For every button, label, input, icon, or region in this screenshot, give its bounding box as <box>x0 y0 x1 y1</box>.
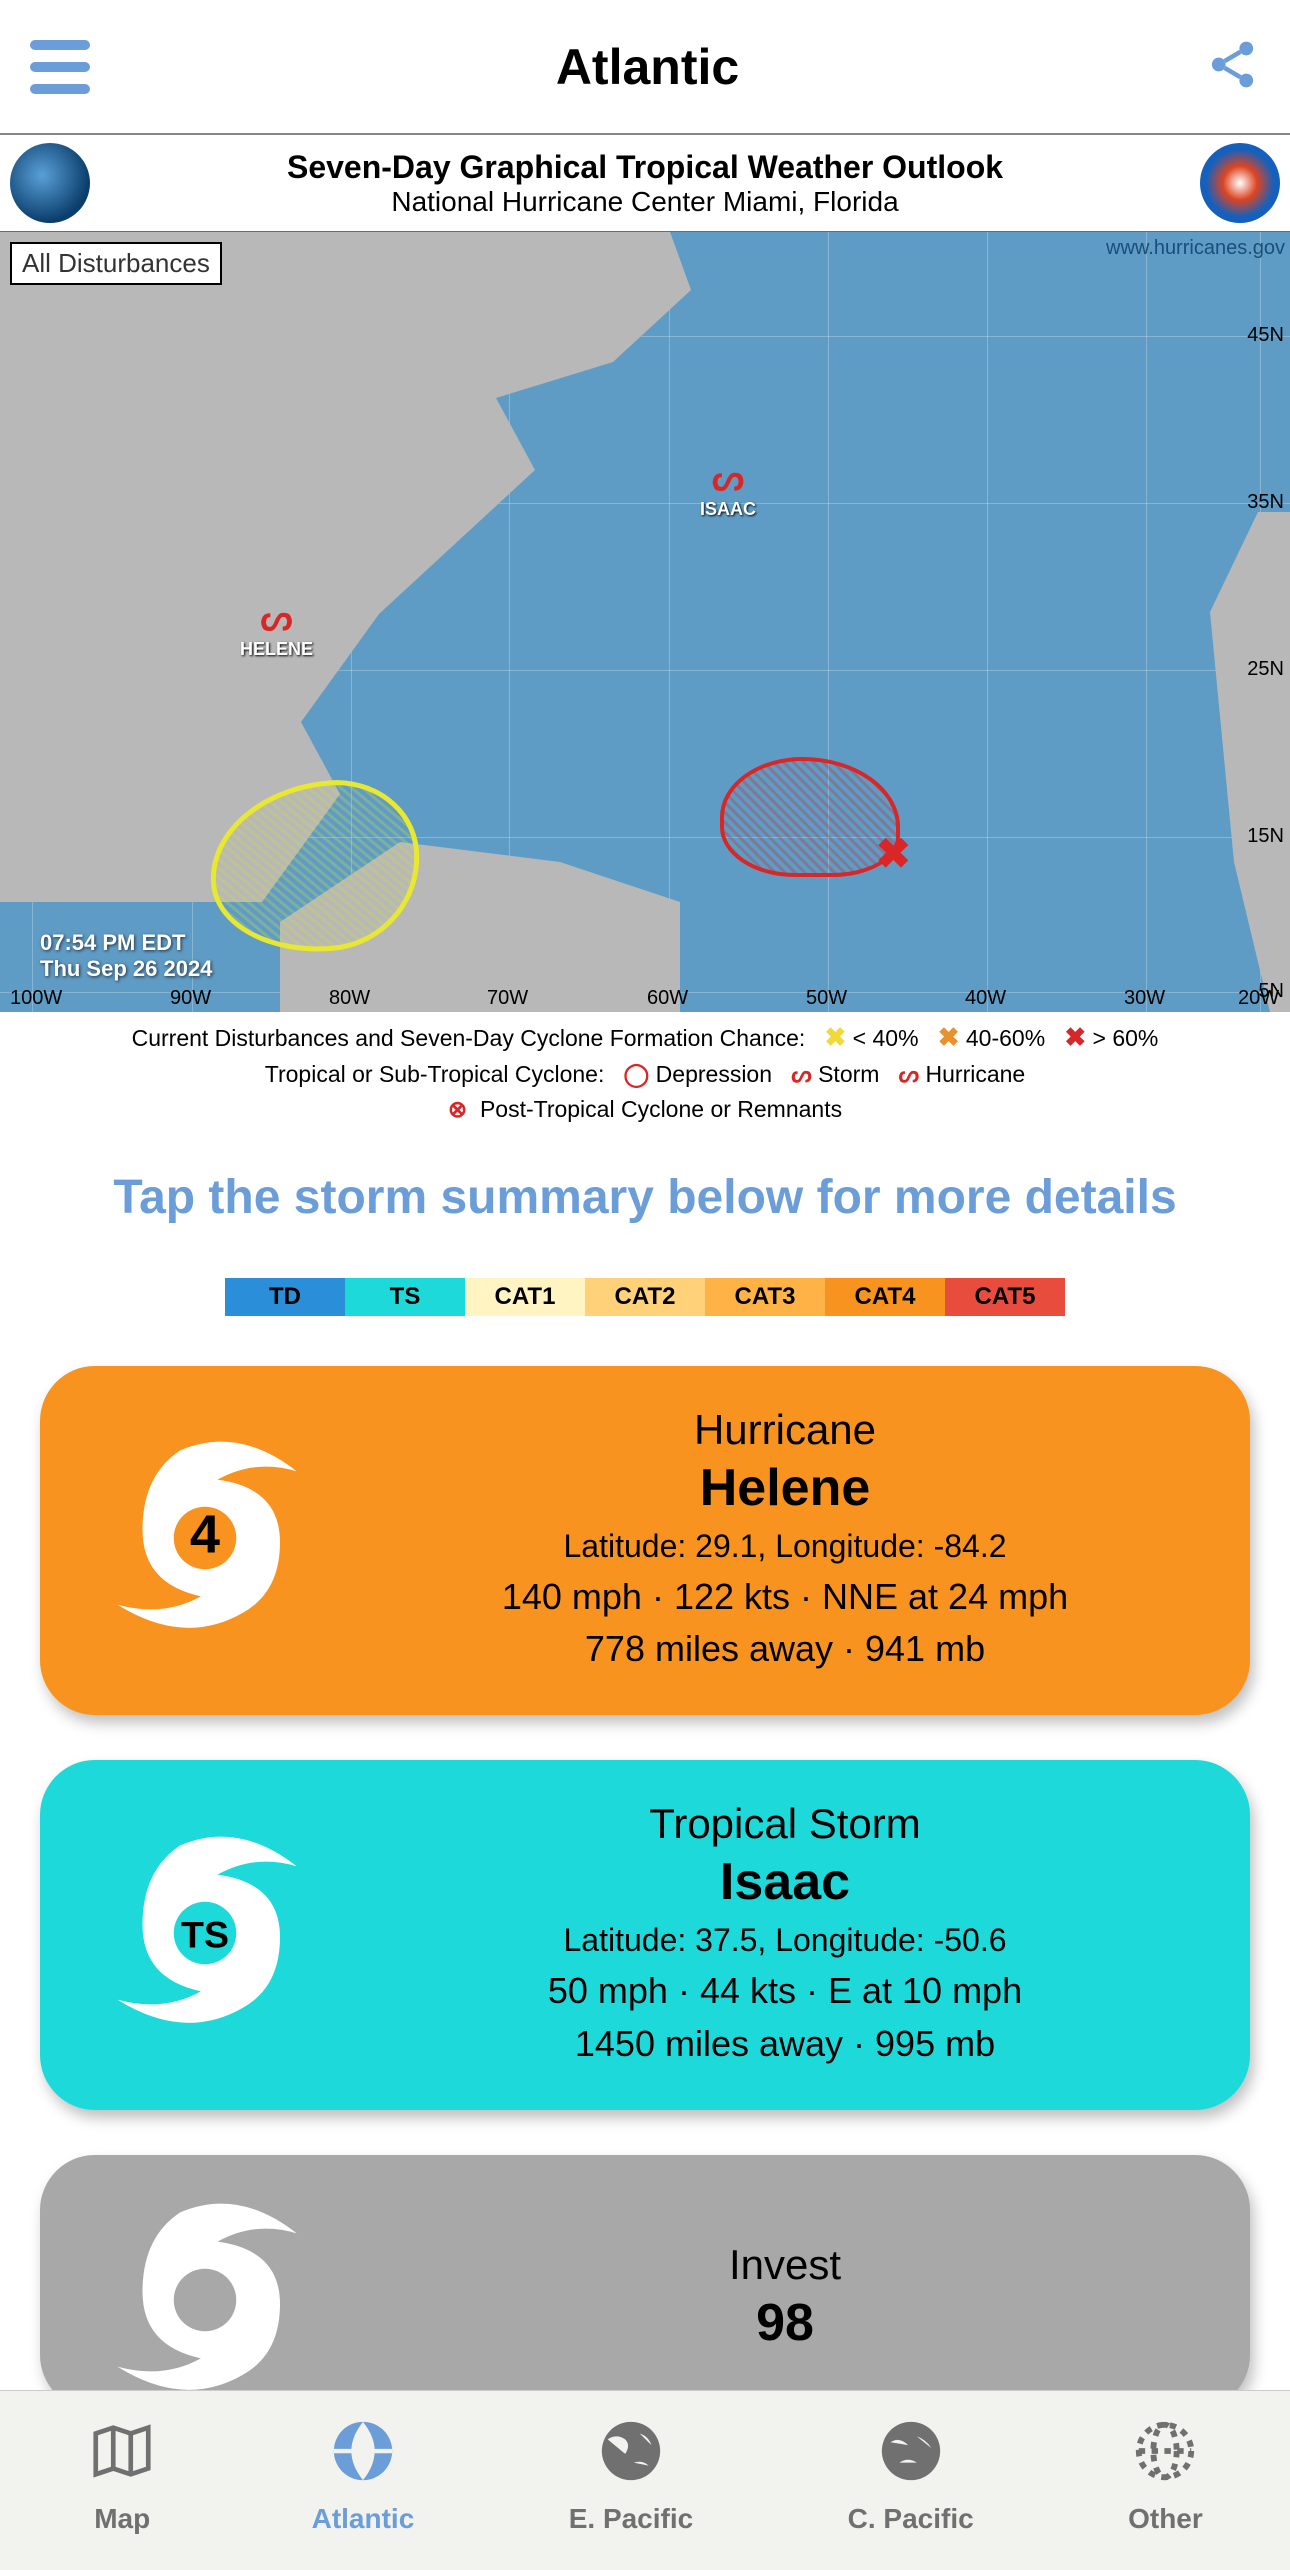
storm-stats: 50 mph · 44 kts · E at 10 mph <box>360 1965 1210 2017</box>
svg-text:4: 4 <box>190 1505 220 1565</box>
storm-card-text: Invest98 <box>360 2241 1210 2363</box>
nav-icon <box>328 2416 398 2493</box>
storm-card[interactable]: Invest98 <box>40 2155 1250 2410</box>
storm-card[interactable]: TS Tropical StormIsaac Latitude: 37.5, Lon… <box>40 1760 1250 2109</box>
lat-label: 45N <box>1247 324 1284 347</box>
nav-item-other[interactable]: Other <box>1128 2416 1203 2535</box>
map-subtitle: National Hurricane Center Miami, Florida <box>90 186 1200 218</box>
x-icon: ✖ <box>938 1022 960 1052</box>
noaa-logo <box>10 143 90 223</box>
nav-item-e-pacific[interactable]: E. Pacific <box>569 2416 694 2535</box>
storm-coords: Latitude: 29.1, Longitude: -84.2 <box>360 1528 1210 1565</box>
nav-label: Atlantic <box>312 2503 415 2535</box>
category-cell: TD <box>225 1278 345 1316</box>
category-cell: CAT4 <box>825 1278 945 1316</box>
lat-label: 25N <box>1247 658 1284 681</box>
storm-stats: 140 mph · 122 kts · NNE at 24 mph <box>360 1571 1210 1623</box>
lon-label: 100W <box>10 987 62 1010</box>
nav-label: Other <box>1128 2503 1203 2535</box>
cyclone-icon: TS <box>80 1828 330 2043</box>
cyclone-icon: 4 <box>80 1433 330 1648</box>
storm-coords: Latitude: 37.5, Longitude: -50.6 <box>360 1922 1210 1959</box>
lon-label: 90W <box>170 987 211 1010</box>
category-cell: CAT5 <box>945 1278 1065 1316</box>
remnant-icon: ⊗ <box>448 1096 467 1122</box>
outlook-map[interactable]: ✖ ᔕHELENEᔕISAAC 45N35N25N15N5N100W90W80W… <box>0 232 1290 1012</box>
storm-card-text: HurricaneHelene Latitude: 29.1, Longitude… <box>360 1406 1210 1675</box>
all-disturbances-button[interactable]: All Disturbances <box>10 242 222 285</box>
storm-marker[interactable]: ᔕHELENE <box>240 597 313 660</box>
nav-label: E. Pacific <box>569 2503 694 2535</box>
nav-label: C. Pacific <box>848 2503 974 2535</box>
disturbance-area-high: ✖ <box>720 757 900 877</box>
lon-label: 50W <box>806 987 847 1010</box>
nav-label: Map <box>94 2503 150 2535</box>
svg-text:TS: TS <box>181 1913 229 1955</box>
disturbance-x-icon: ✖ <box>876 829 911 878</box>
nav-item-c-pacific[interactable]: C. Pacific <box>848 2416 974 2535</box>
app-header: Atlantic <box>0 0 1290 135</box>
map-url-label: www.hurricanes.gov <box>1106 237 1285 260</box>
nav-icon <box>876 2416 946 2493</box>
landmass <box>1210 512 1290 1012</box>
category-cell: CAT1 <box>465 1278 585 1316</box>
storm-card-text: Tropical StormIsaac Latitude: 37.5, Longi… <box>360 1800 1210 2069</box>
storm-name: Helene <box>360 1458 1210 1518</box>
nav-icon <box>1130 2416 1200 2493</box>
storm-marker-label: HELENE <box>240 639 313 660</box>
category-cell: TS <box>345 1278 465 1316</box>
storm-stats: 1450 miles away · 995 mb <box>360 2018 1210 2070</box>
lat-label: 35N <box>1247 491 1284 514</box>
nav-icon <box>87 2416 157 2493</box>
nav-icon <box>596 2416 666 2493</box>
nav-item-map[interactable]: Map <box>87 2416 157 2535</box>
lon-label: 70W <box>487 987 528 1010</box>
storm-marker-label: ISAAC <box>700 499 756 520</box>
lon-label: 20W <box>1238 987 1279 1010</box>
storm-stats: 778 miles away · 941 mb <box>360 1623 1210 1675</box>
map-legend: Current Disturbances and Seven-Day Cyclo… <box>0 1012 1290 1138</box>
storm-name: Isaac <box>360 1852 1210 1912</box>
storm-icon: ᔕ <box>791 1061 812 1087</box>
lat-label: 15N <box>1247 825 1284 848</box>
category-cell: CAT2 <box>585 1278 705 1316</box>
cyclone-icon: ᔕ <box>240 597 313 639</box>
cyclone-icon: ᔕ <box>700 457 756 499</box>
storm-marker[interactable]: ᔕISAAC <box>700 457 756 520</box>
x-icon: ✖ <box>824 1022 846 1052</box>
lon-label: 60W <box>647 987 688 1010</box>
storm-type: Hurricane <box>360 1406 1210 1454</box>
bottom-nav: Map Atlantic E. Pacific C. Pacific Other <box>0 2390 1290 2570</box>
storm-type: Invest <box>360 2241 1210 2289</box>
lon-label: 80W <box>329 987 370 1010</box>
storm-name: 98 <box>360 2293 1210 2353</box>
x-icon: ✖ <box>1064 1022 1086 1052</box>
depression-icon: ◯ <box>624 1061 650 1087</box>
share-icon[interactable] <box>1205 37 1260 97</box>
storm-card[interactable]: 4 HurricaneHelene Latitude: 29.1, Longitud… <box>40 1366 1250 1715</box>
category-scale: TDTSCAT1CAT2CAT3CAT4CAT5 <box>0 1278 1290 1316</box>
page-title: Atlantic <box>556 38 739 96</box>
storm-type: Tropical Storm <box>360 1800 1210 1848</box>
map-header: Seven-Day Graphical Tropical Weather Out… <box>0 135 1290 232</box>
lon-label: 30W <box>1124 987 1165 1010</box>
map-title: Seven-Day Graphical Tropical Weather Out… <box>90 149 1200 186</box>
nws-logo <box>1200 143 1280 223</box>
category-cell: CAT3 <box>705 1278 825 1316</box>
storm-list: 4 HurricaneHelene Latitude: 29.1, Longitud… <box>0 1366 1290 2410</box>
nav-item-atlantic[interactable]: Atlantic <box>312 2416 415 2535</box>
tap-prompt: Tap the storm summary below for more det… <box>0 1138 1290 1278</box>
lon-label: 40W <box>965 987 1006 1010</box>
cyclone-icon <box>80 2195 330 2410</box>
menu-icon[interactable] <box>30 40 90 94</box>
map-timestamp: 07:54 PM EDT Thu Sep 26 2024 <box>40 930 212 982</box>
hurricane-icon: ᔕ <box>899 1061 920 1087</box>
